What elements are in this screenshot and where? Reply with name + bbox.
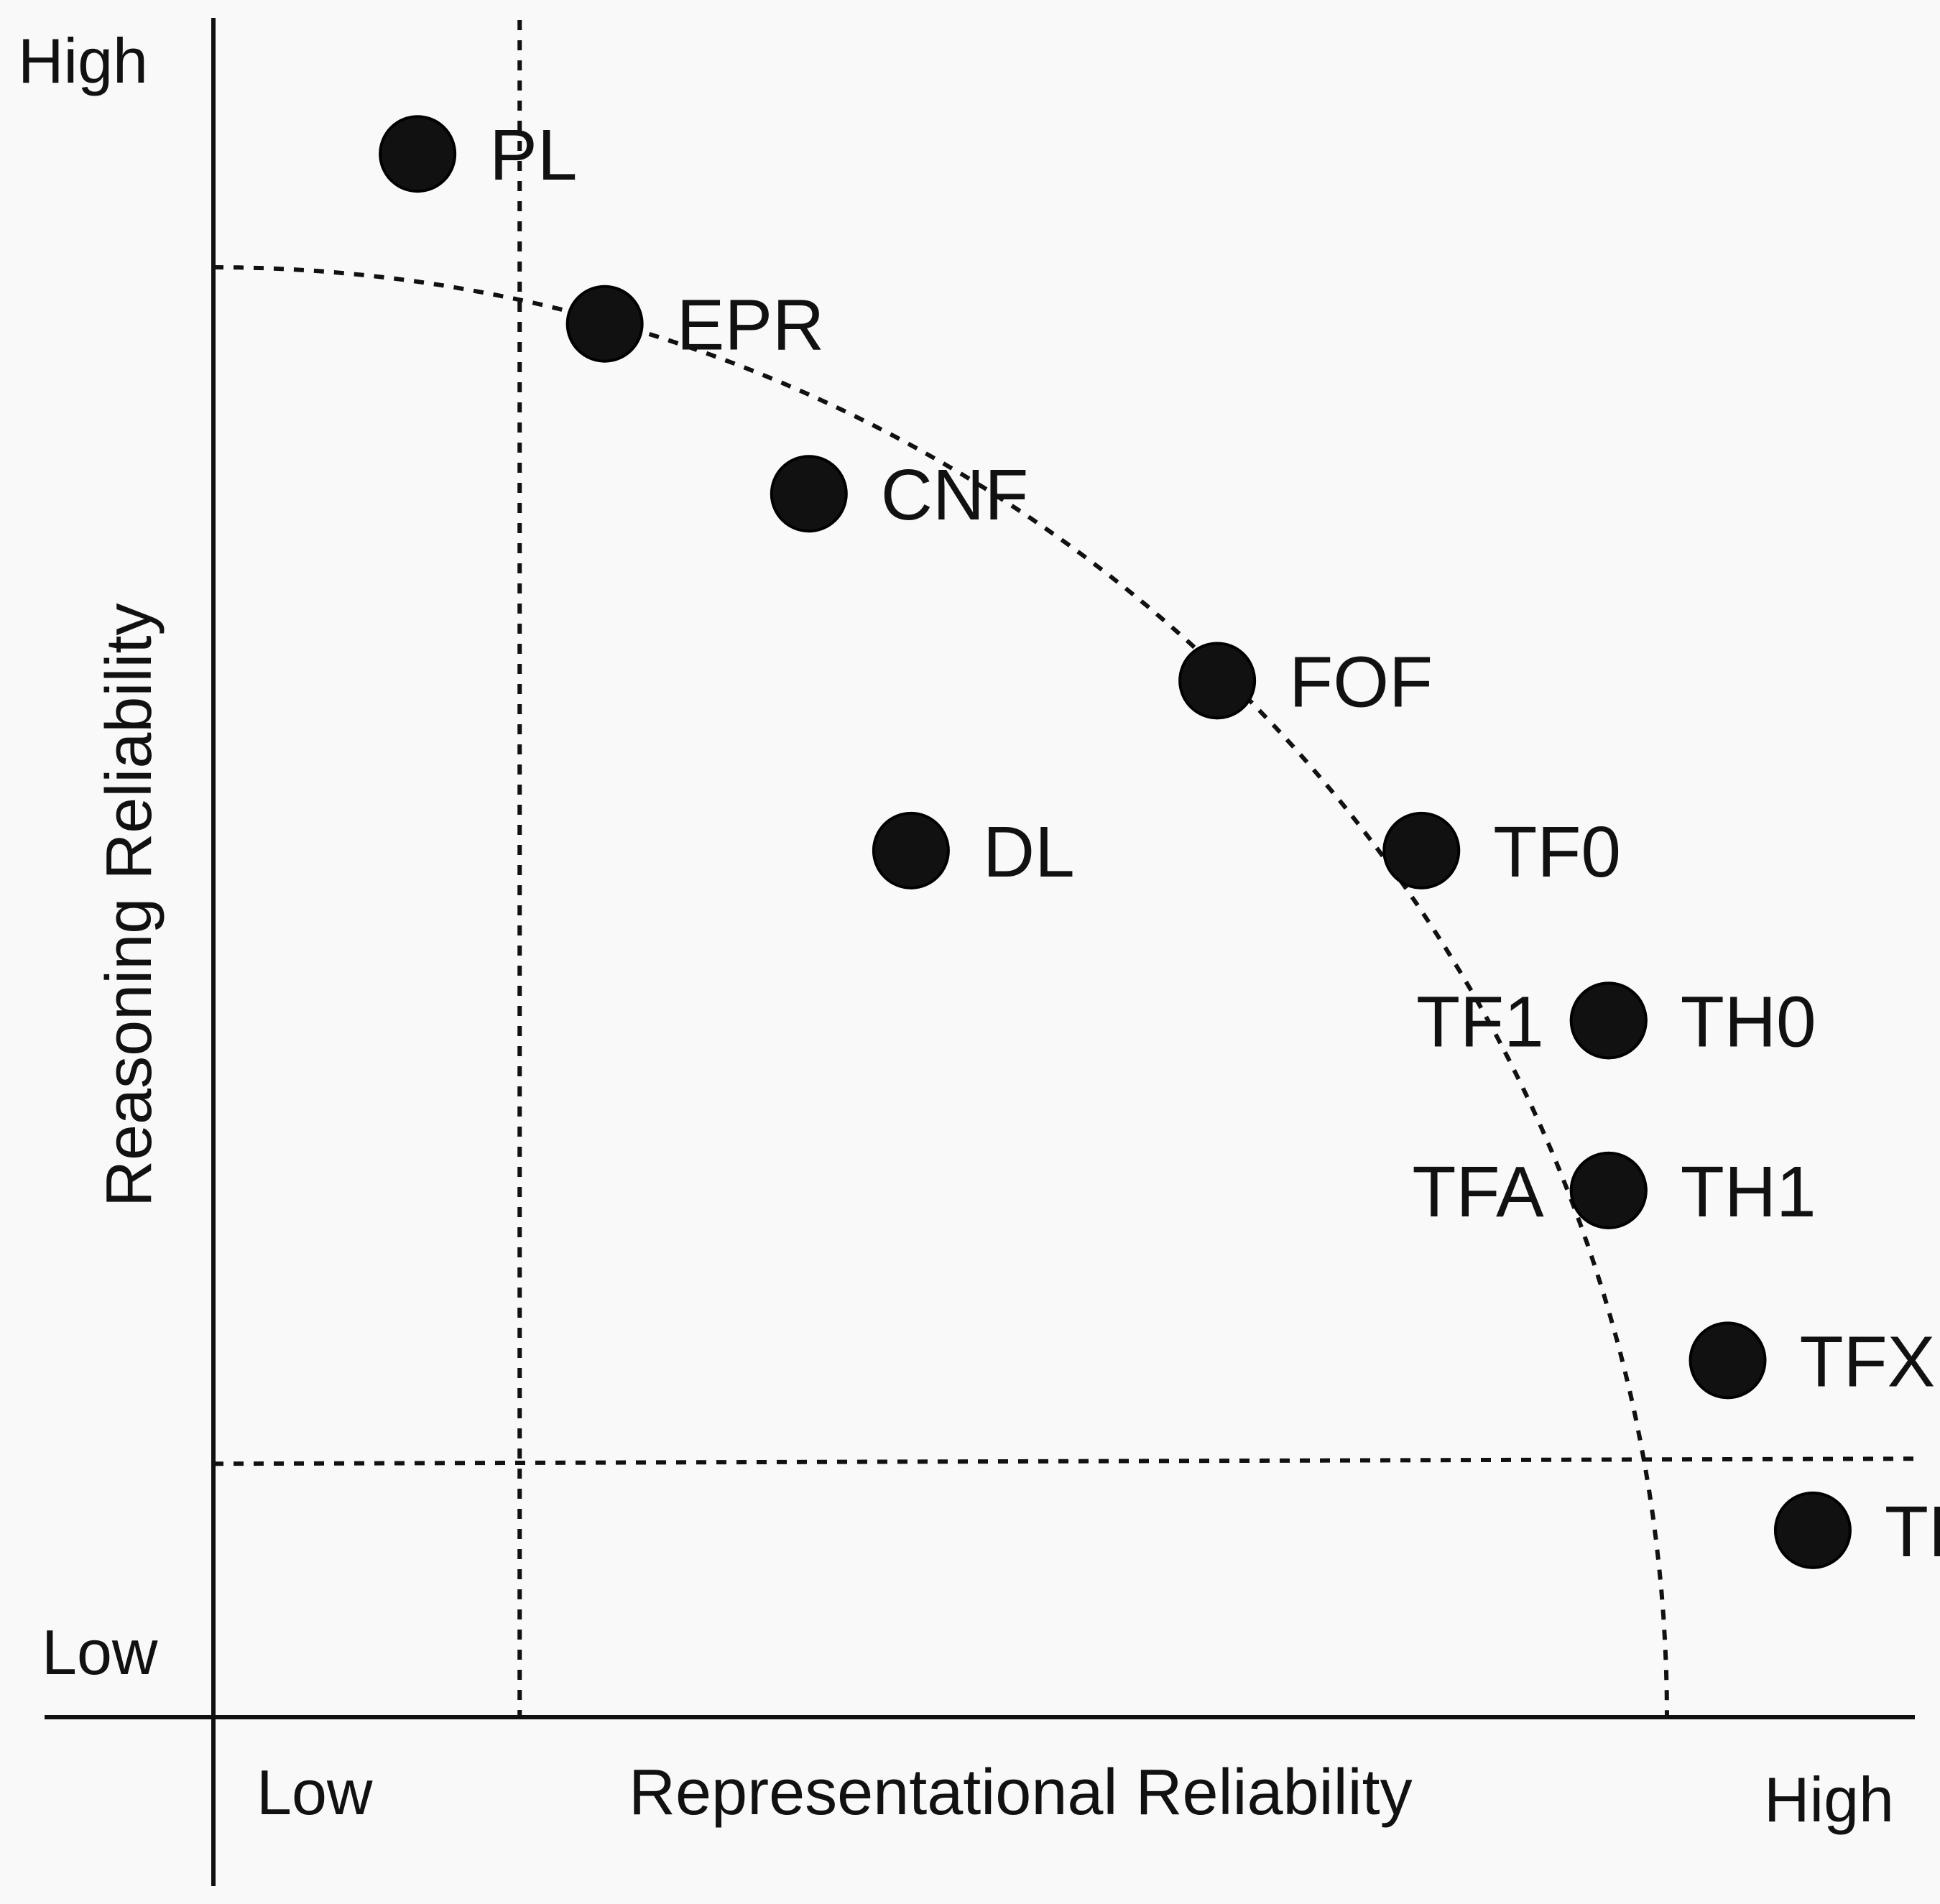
point-pl [379,115,457,193]
point-label-pl: PL [489,115,577,195]
y-low-label: Low [42,1617,158,1688]
point-cnf [770,455,848,533]
y-high-label: High [18,25,148,96]
y-axis-title: Reasoning Reliability [93,604,165,1207]
horizontal-threshold-line [213,1456,1916,1466]
point-dl [872,811,950,889]
point-th0 [1569,981,1648,1060]
point-label-thx: THX [1885,1492,1940,1572]
x-high-label: High [1764,1764,1894,1835]
point-label-th1: TH1 [1681,1152,1816,1232]
point-fof [1178,642,1257,720]
point-label-tf1: TF1 [1416,981,1544,1062]
point-label-th0: TH0 [1681,981,1816,1062]
point-label-tfx: TFX [1800,1321,1936,1402]
axis-labels: High Low Low High Representational Relia… [18,25,1894,1835]
point-label-tf0: TF0 [1493,812,1621,892]
data-points: PL EPR CNF FOF DL TF0 TF1 TH0 TFA TH1 TFX THX [379,115,1940,1572]
point-label-epr: EPR [677,285,825,366]
point-label-tfa: TFA [1412,1152,1544,1232]
point-tf0 [1382,811,1461,889]
point-label-fof: FOF [1289,642,1433,722]
axes [45,18,1915,1886]
x-low-label: Low [257,1757,373,1828]
point-thx [1773,1491,1852,1569]
point-label-cnf: CNF [881,455,1029,535]
point-label-dl: DL [983,812,1075,892]
reference-lines [213,20,1916,1718]
x-axis-title: Representational Reliability [629,1757,1413,1829]
frontier-curve [213,265,1669,1718]
point-tfx [1689,1321,1767,1400]
point-epr [565,285,644,363]
point-th1 [1569,1151,1648,1229]
